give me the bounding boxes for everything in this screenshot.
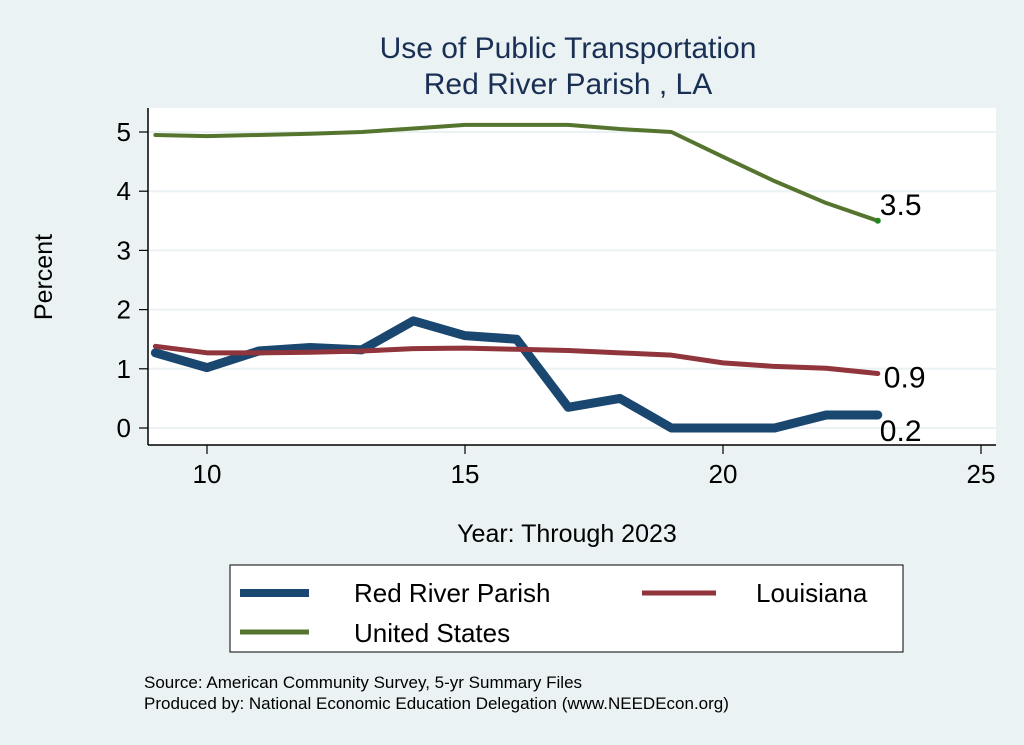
- data-point: [154, 134, 156, 136]
- data-point: [825, 202, 827, 204]
- legend-label-red-river-parish: Red River Parish: [354, 578, 551, 608]
- data-point: [825, 414, 827, 416]
- x-tick-label: 15: [451, 459, 480, 489]
- y-tick-label: 2: [117, 295, 131, 325]
- data-point: [361, 350, 363, 352]
- x-axis-label: Year: Through 2023: [457, 520, 677, 548]
- data-point: [464, 124, 466, 126]
- end-label-united-states: 3.5: [880, 189, 922, 222]
- data-point: [464, 335, 466, 337]
- legend-label-louisiana: Louisiana: [756, 578, 868, 608]
- chart-title: Use of Public Transportation: [380, 32, 757, 65]
- chart-subtitle: Red River Parish , LA: [424, 68, 712, 101]
- data-point: [206, 367, 208, 369]
- data-point: [516, 124, 518, 126]
- data-point: [309, 351, 311, 353]
- data-point: [619, 352, 621, 354]
- data-point: [464, 347, 466, 349]
- data-point: [412, 127, 414, 129]
- data-point: [774, 180, 776, 182]
- data-point: [877, 373, 879, 375]
- data-point: [774, 365, 776, 367]
- legend-label-united-states: United States: [354, 618, 510, 648]
- data-point: [722, 156, 724, 158]
- data-point: [877, 414, 879, 416]
- y-tick-label: 0: [117, 413, 131, 443]
- data-point: [258, 352, 260, 354]
- data-point: [567, 124, 569, 126]
- data-point: [309, 346, 311, 348]
- y-axis-label: Percent: [30, 234, 58, 320]
- source-note: Source: American Community Survey, 5-yr …: [144, 673, 582, 692]
- data-point: [258, 134, 260, 136]
- data-point: [516, 348, 518, 350]
- data-point: [825, 367, 827, 369]
- legend-box: [229, 564, 904, 653]
- data-point: [670, 427, 672, 429]
- y-tick-label: 3: [117, 235, 131, 265]
- data-point: [361, 131, 363, 133]
- y-tick-label: 4: [117, 176, 131, 206]
- data-point: [154, 352, 156, 354]
- data-point: [722, 427, 724, 429]
- x-tick-label: 20: [709, 459, 738, 489]
- x-tick-label: 10: [193, 459, 222, 489]
- data-point: [206, 135, 208, 137]
- data-point: [567, 406, 569, 408]
- end-label-louisiana: 0.9: [884, 362, 926, 395]
- x-tick-label: 25: [967, 459, 996, 489]
- data-point: [670, 131, 672, 133]
- data-point: [206, 352, 208, 354]
- us-end-marker: [874, 217, 881, 224]
- data-point: [619, 397, 621, 399]
- y-tick-label: 1: [117, 354, 131, 384]
- data-point: [516, 338, 518, 340]
- y-tick-label: 5: [117, 117, 131, 147]
- plot-area: [148, 108, 996, 445]
- end-label-red-river-parish: 0.2: [880, 415, 922, 448]
- data-point: [567, 349, 569, 351]
- data-point: [722, 362, 724, 364]
- producer-note: Produced by: National Economic Education…: [144, 694, 729, 713]
- legend: Red River Parish Louisiana United States: [229, 564, 904, 653]
- data-point: [774, 427, 776, 429]
- data-point: [670, 354, 672, 356]
- data-point: [412, 348, 414, 350]
- data-point: [412, 320, 414, 322]
- data-point: [309, 133, 311, 135]
- data-point: [154, 345, 156, 347]
- data-point: [619, 128, 621, 130]
